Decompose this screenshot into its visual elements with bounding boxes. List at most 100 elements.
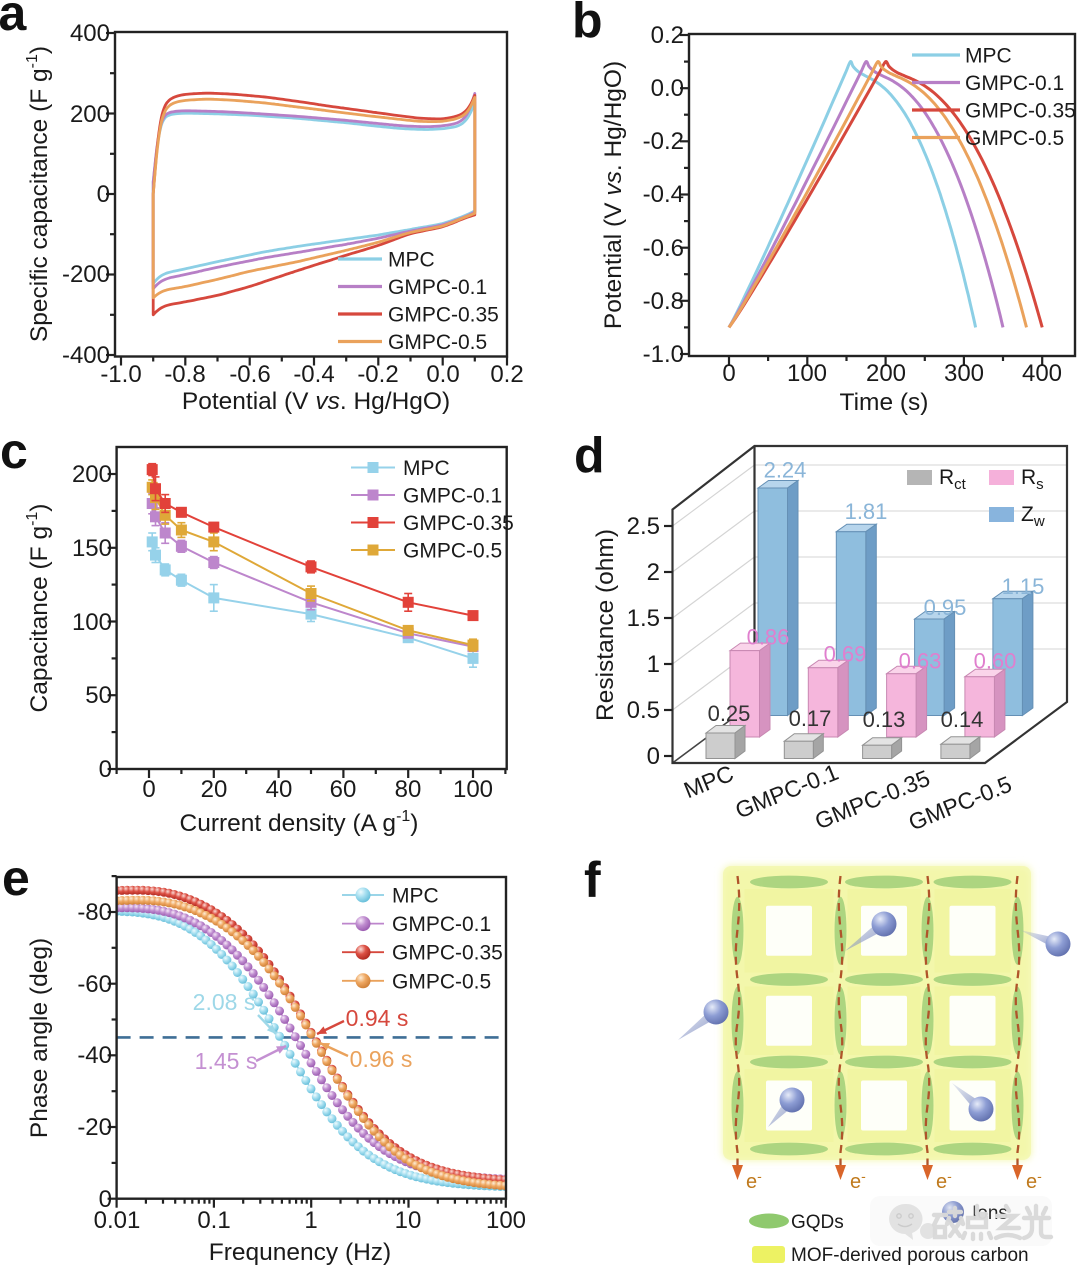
svg-text:2.5: 2.5 — [627, 513, 660, 540]
svg-text:GMPC-0.35: GMPC-0.35 — [388, 304, 499, 327]
svg-text:100: 100 — [453, 776, 493, 803]
svg-text:Time (s): Time (s) — [840, 389, 929, 416]
svg-text:0.1: 0.1 — [197, 1207, 230, 1234]
svg-text:-0.8: -0.8 — [643, 288, 684, 315]
svg-text:200: 200 — [866, 360, 906, 387]
svg-text:GMPC-0.35: GMPC-0.35 — [403, 512, 514, 535]
svg-text:1.5: 1.5 — [627, 605, 660, 632]
svg-text:0.86: 0.86 — [747, 625, 790, 650]
svg-text:MPC: MPC — [680, 760, 737, 803]
svg-text:50: 50 — [85, 682, 112, 709]
svg-text:2.24: 2.24 — [764, 458, 807, 483]
svg-text:GMPC-0.5: GMPC-0.5 — [965, 127, 1064, 150]
svg-text:-1.0: -1.0 — [100, 361, 141, 388]
svg-text:e-: e- — [850, 1168, 866, 1193]
svg-text:0.69: 0.69 — [824, 642, 867, 667]
svg-text:e-: e- — [1026, 1168, 1042, 1193]
svg-text:MPC: MPC — [965, 45, 1012, 68]
svg-text:100: 100 — [787, 360, 827, 387]
svg-text:200: 200 — [72, 461, 112, 488]
svg-text:0: 0 — [99, 1186, 112, 1213]
svg-text:1: 1 — [647, 651, 660, 678]
svg-text:-0.2: -0.2 — [643, 128, 684, 155]
svg-text:-400: -400 — [62, 342, 110, 369]
svg-text:c: c — [0, 423, 28, 479]
svg-text:100: 100 — [486, 1207, 526, 1234]
svg-text:MOF-derived porous carbon: MOF-derived porous carbon — [791, 1245, 1029, 1266]
svg-text:-200: -200 — [62, 261, 110, 288]
svg-text:GMPC-0.5: GMPC-0.5 — [388, 331, 487, 354]
svg-text:0: 0 — [722, 360, 735, 387]
svg-text:-40: -40 — [77, 1042, 112, 1069]
svg-text:0.96 s: 0.96 s — [350, 1046, 413, 1072]
svg-text:GMPC-0.1: GMPC-0.1 — [392, 913, 491, 936]
svg-text:GQDs: GQDs — [791, 1212, 844, 1233]
svg-text:100: 100 — [72, 609, 112, 636]
svg-text:20: 20 — [201, 776, 228, 803]
svg-text:0.14: 0.14 — [941, 707, 984, 732]
svg-text:0.94 s: 0.94 s — [346, 1005, 409, 1031]
svg-text:Specific capacitance (F g-1): Specific capacitance (F g-1) — [24, 46, 53, 342]
svg-text:0.2: 0.2 — [490, 361, 523, 388]
svg-text:0.0: 0.0 — [426, 361, 459, 388]
svg-text:-0.8: -0.8 — [164, 361, 205, 388]
svg-text:GMPC-0.1: GMPC-0.1 — [388, 276, 487, 299]
svg-text:0.5: 0.5 — [627, 697, 660, 724]
svg-text:Phase angle (deg): Phase angle (deg) — [26, 938, 53, 1138]
svg-text:Capacitance (F g-1): Capacitance (F g-1) — [24, 504, 53, 713]
svg-text:-1.0: -1.0 — [643, 341, 684, 368]
svg-text:0.60: 0.60 — [974, 649, 1017, 674]
svg-text:60: 60 — [330, 776, 357, 803]
svg-text:0: 0 — [97, 181, 110, 208]
svg-text:400: 400 — [70, 20, 110, 47]
svg-text:GMPC-0.35: GMPC-0.35 — [965, 100, 1076, 123]
svg-text:80: 80 — [395, 776, 422, 803]
svg-text:-20: -20 — [77, 1114, 112, 1141]
svg-text:0.25: 0.25 — [708, 701, 751, 726]
svg-text:GMPC-0.5: GMPC-0.5 — [403, 540, 502, 563]
svg-text:40: 40 — [266, 776, 293, 803]
svg-text:Frequnency (Hz): Frequnency (Hz) — [209, 1239, 391, 1266]
svg-text:e-: e- — [936, 1168, 952, 1193]
svg-text:-80: -80 — [77, 899, 112, 926]
svg-text:e: e — [2, 850, 30, 906]
svg-text:e-: e- — [746, 1168, 762, 1193]
svg-text:150: 150 — [72, 535, 112, 562]
svg-text:0: 0 — [99, 756, 112, 783]
svg-text:0.95: 0.95 — [924, 595, 967, 620]
svg-text:GMPC-0.5: GMPC-0.5 — [392, 970, 491, 993]
svg-text:400: 400 — [1022, 360, 1062, 387]
svg-text:200: 200 — [70, 101, 110, 128]
svg-text:-0.6: -0.6 — [229, 361, 270, 388]
svg-text:f: f — [584, 852, 601, 908]
svg-text:0: 0 — [142, 776, 155, 803]
svg-text:-0.2: -0.2 — [357, 361, 398, 388]
svg-text:1.81: 1.81 — [845, 499, 888, 524]
svg-text:2: 2 — [647, 559, 660, 586]
svg-text:0.63: 0.63 — [899, 649, 942, 674]
svg-text:300: 300 — [944, 360, 984, 387]
svg-text:MPC: MPC — [392, 885, 439, 908]
svg-text:a: a — [0, 0, 28, 41]
svg-text:-0.4: -0.4 — [293, 361, 334, 388]
svg-text:GMPC-0.1: GMPC-0.1 — [965, 72, 1064, 95]
svg-text:1: 1 — [304, 1207, 317, 1234]
svg-text:1.45 s: 1.45 s — [195, 1048, 258, 1074]
svg-text:Rs: Rs — [1021, 466, 1044, 493]
svg-text:Potential (V vs. Hg/HgO): Potential (V vs. Hg/HgO) — [600, 61, 627, 329]
svg-text:Potential (V vs. Hg/HgO): Potential (V vs. Hg/HgO) — [182, 388, 450, 415]
svg-text:0: 0 — [647, 743, 660, 770]
svg-text:0.2: 0.2 — [651, 22, 684, 49]
svg-text:-60: -60 — [77, 971, 112, 998]
svg-text:2.08 s: 2.08 s — [193, 989, 256, 1015]
svg-text:0.01: 0.01 — [94, 1207, 141, 1234]
svg-text:0.13: 0.13 — [863, 707, 906, 732]
svg-text:Current density (A g-1): Current density (A g-1) — [180, 808, 419, 837]
svg-text:Resistance (ohm): Resistance (ohm) — [592, 529, 619, 721]
svg-text:d: d — [574, 428, 605, 484]
svg-text:MPC: MPC — [388, 249, 435, 272]
svg-text:b: b — [572, 0, 603, 49]
svg-text:Zw: Zw — [1021, 503, 1045, 530]
svg-text:10: 10 — [395, 1207, 422, 1234]
svg-text:-0.4: -0.4 — [643, 181, 684, 208]
